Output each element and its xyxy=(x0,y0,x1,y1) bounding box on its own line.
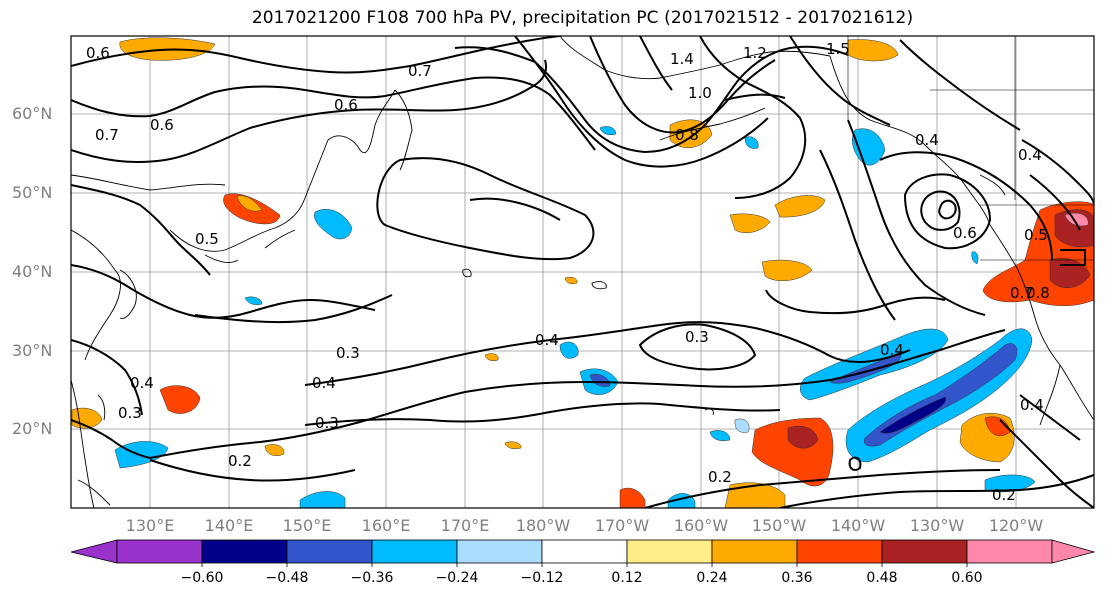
lat-label-20n: 20°N xyxy=(12,419,53,438)
contour-label: 0.2 xyxy=(228,452,252,470)
contour-label: 0.6 xyxy=(86,44,110,62)
lon-label: 180°W xyxy=(515,516,571,535)
contour-label: 0.4 xyxy=(915,131,939,149)
contour-label: 0.2 xyxy=(992,486,1016,504)
contour-label: 0.3 xyxy=(315,414,339,432)
map-frame xyxy=(70,35,1095,509)
lon-label: 170°W xyxy=(594,516,650,535)
colorbar-tick-label: 0.60 xyxy=(951,570,983,586)
colorbar-extend-low xyxy=(70,539,118,564)
colorbar-tick-label: 0.12 xyxy=(611,570,643,586)
colorbar-extend-high xyxy=(1051,539,1096,564)
lat-label-40n: 40°N xyxy=(12,262,53,281)
contour-label: 1.4 xyxy=(670,50,694,68)
colorbar-tick-label: 0.36 xyxy=(781,570,813,586)
contour-label: 1.5 xyxy=(826,40,850,58)
contour-label: 0.4 xyxy=(535,331,559,349)
contour-labels: 0.6 0.7 0.6 0.7 1.4 1.2 1.5 0.6 1.0 0.8 … xyxy=(86,40,1050,504)
contour-label: 0.4 xyxy=(880,341,904,359)
lon-label: 150°E xyxy=(282,516,332,535)
contour-label: 0.7 xyxy=(408,62,432,80)
lon-label: 130°W xyxy=(909,516,965,535)
contour-label: 0.3 xyxy=(685,328,709,346)
contour-label: 0.8 xyxy=(675,126,699,144)
colorbar-tick-label: −0.48 xyxy=(265,570,309,586)
colorbar-tick-label: −0.36 xyxy=(350,570,394,586)
precipitation-shading xyxy=(71,37,1094,508)
colorbar-tick-label: −0.24 xyxy=(435,570,479,586)
contour-label: 0.6 xyxy=(150,116,174,134)
contour-label: 0.2 xyxy=(708,468,732,486)
gridlines xyxy=(71,36,1094,508)
contour-label: 0.4 xyxy=(1020,396,1044,414)
lon-label: 140°E xyxy=(204,516,254,535)
contour-label: 1.2 xyxy=(743,44,767,62)
contour-label: 0.3 xyxy=(118,404,142,422)
colorbar-tick-label: 0.48 xyxy=(866,570,898,586)
contour-label: 0.8 xyxy=(1026,284,1050,302)
boundaries xyxy=(847,36,1094,261)
contour-label: 0.7 xyxy=(95,126,119,144)
colorbar-tick-label: −0.60 xyxy=(180,570,224,586)
contour-label: 0.4 xyxy=(130,374,154,392)
contour-label: 0.7 xyxy=(1010,284,1034,302)
map-title: 2017021200 F108 700 hPa PV, precipitatio… xyxy=(251,8,914,28)
colorbar-tick-label: 0.24 xyxy=(696,570,728,586)
lon-label: 120°W xyxy=(988,516,1044,535)
lon-label: 170°E xyxy=(440,516,490,535)
lat-label-60n: 60°N xyxy=(12,104,53,123)
pv-contours xyxy=(71,36,1094,508)
lon-label: 130°E xyxy=(125,516,175,535)
lon-label: 140°W xyxy=(830,516,886,535)
contour-label: 0.4 xyxy=(1018,146,1042,164)
contour-label: 0.6 xyxy=(953,224,977,242)
contour-label: 0.5 xyxy=(195,230,219,248)
colorbar-tick-label: −0.12 xyxy=(520,570,564,586)
contour-label: 0.3 xyxy=(336,344,360,362)
lon-label: 160°E xyxy=(361,516,411,535)
coastlines xyxy=(71,36,1094,508)
colorbar xyxy=(70,539,1096,567)
lat-label-30n: 30°N xyxy=(12,341,53,360)
contour-label: 0.4 xyxy=(312,374,336,392)
lon-label: 150°W xyxy=(751,516,807,535)
contour-label: 1.0 xyxy=(688,84,712,102)
contour-label: 0.6 xyxy=(334,96,358,114)
map-area: 0.6 0.7 0.6 0.7 1.4 1.2 1.5 0.6 1.0 0.8 … xyxy=(71,36,1094,508)
lat-label-50n: 50°N xyxy=(12,183,53,202)
contour-label: 0.5 xyxy=(1024,226,1048,244)
lon-label: 160°W xyxy=(673,516,729,535)
